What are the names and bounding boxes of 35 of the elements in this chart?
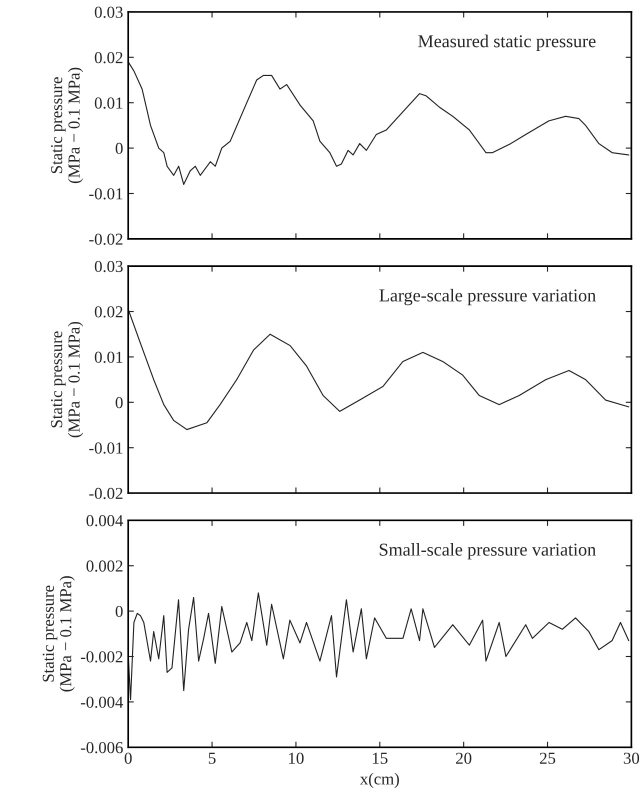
annotation: Measured static pressure bbox=[418, 34, 596, 51]
y-tick-label: -0.01 bbox=[89, 442, 122, 454]
x-tick-label: 15 bbox=[372, 752, 388, 764]
x-tick-label: 0 bbox=[124, 752, 132, 764]
line-series bbox=[128, 308, 630, 430]
y-axis-title: Static pressure (MPa − 0.1 MPa) bbox=[42, 576, 75, 692]
x-tick-label: 25 bbox=[540, 752, 556, 764]
y-tick-label: 0.01 bbox=[94, 97, 122, 109]
y-axis-title: Static pressure (MPa − 0.1 MPa) bbox=[51, 68, 84, 184]
y-tick-label: -0.006 bbox=[80, 742, 123, 754]
y-tick-label: -0.004 bbox=[80, 696, 124, 708]
x-axis-title: x(cm) bbox=[360, 772, 399, 788]
y-tick-label: 0 bbox=[116, 606, 123, 618]
x-tick-label: 5 bbox=[208, 752, 216, 764]
y-tick-label: 0.02 bbox=[94, 52, 122, 64]
line-series bbox=[128, 592, 630, 700]
y-tick-label: -0.01 bbox=[89, 188, 122, 200]
y-tick-label: 0.004 bbox=[86, 515, 124, 526]
annotation: Large-scale pressure variation bbox=[379, 288, 596, 306]
y-tick-label: 0.01 bbox=[94, 352, 122, 363]
line-series bbox=[128, 61, 630, 185]
y-tick-label: 0.03 bbox=[94, 6, 123, 18]
y-tick-label: 0.03 bbox=[94, 260, 123, 272]
y-tick-label: -0.02 bbox=[89, 488, 122, 500]
y-tick-label: 0 bbox=[116, 397, 123, 408]
y-tick-label: 0.002 bbox=[86, 560, 122, 572]
y-tick-label: -0.02 bbox=[89, 234, 122, 245]
y-tick-label: 0 bbox=[116, 142, 123, 154]
x-tick-label: 10 bbox=[289, 752, 304, 764]
y-tick-label: 0.02 bbox=[94, 306, 122, 318]
x-tick-label: 30 bbox=[624, 752, 640, 764]
y-axis-title: Static pressure (MPa − 0.1 MPa) bbox=[51, 322, 84, 438]
x-tick-label: 20 bbox=[456, 752, 472, 764]
y-tick-label: -0.002 bbox=[80, 651, 122, 663]
annotation: Small-scale pressure variation bbox=[380, 543, 596, 560]
